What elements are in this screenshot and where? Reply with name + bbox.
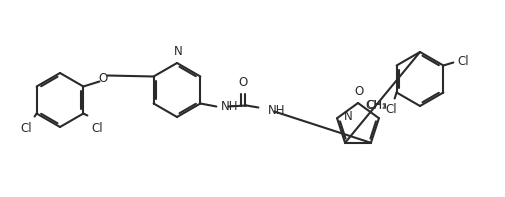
Text: NH: NH (267, 104, 285, 117)
Text: CH₃: CH₃ (365, 99, 387, 112)
Text: O: O (355, 85, 364, 98)
Text: N: N (174, 45, 182, 58)
Text: NH: NH (220, 100, 238, 113)
Text: N: N (344, 110, 353, 123)
Text: Cl: Cl (386, 102, 397, 115)
Text: Cl: Cl (91, 122, 103, 135)
Text: O: O (239, 75, 248, 88)
Text: CH₃: CH₃ (367, 100, 387, 110)
Text: Cl: Cl (20, 123, 32, 136)
Text: O: O (99, 72, 108, 85)
Text: Cl: Cl (458, 55, 469, 68)
